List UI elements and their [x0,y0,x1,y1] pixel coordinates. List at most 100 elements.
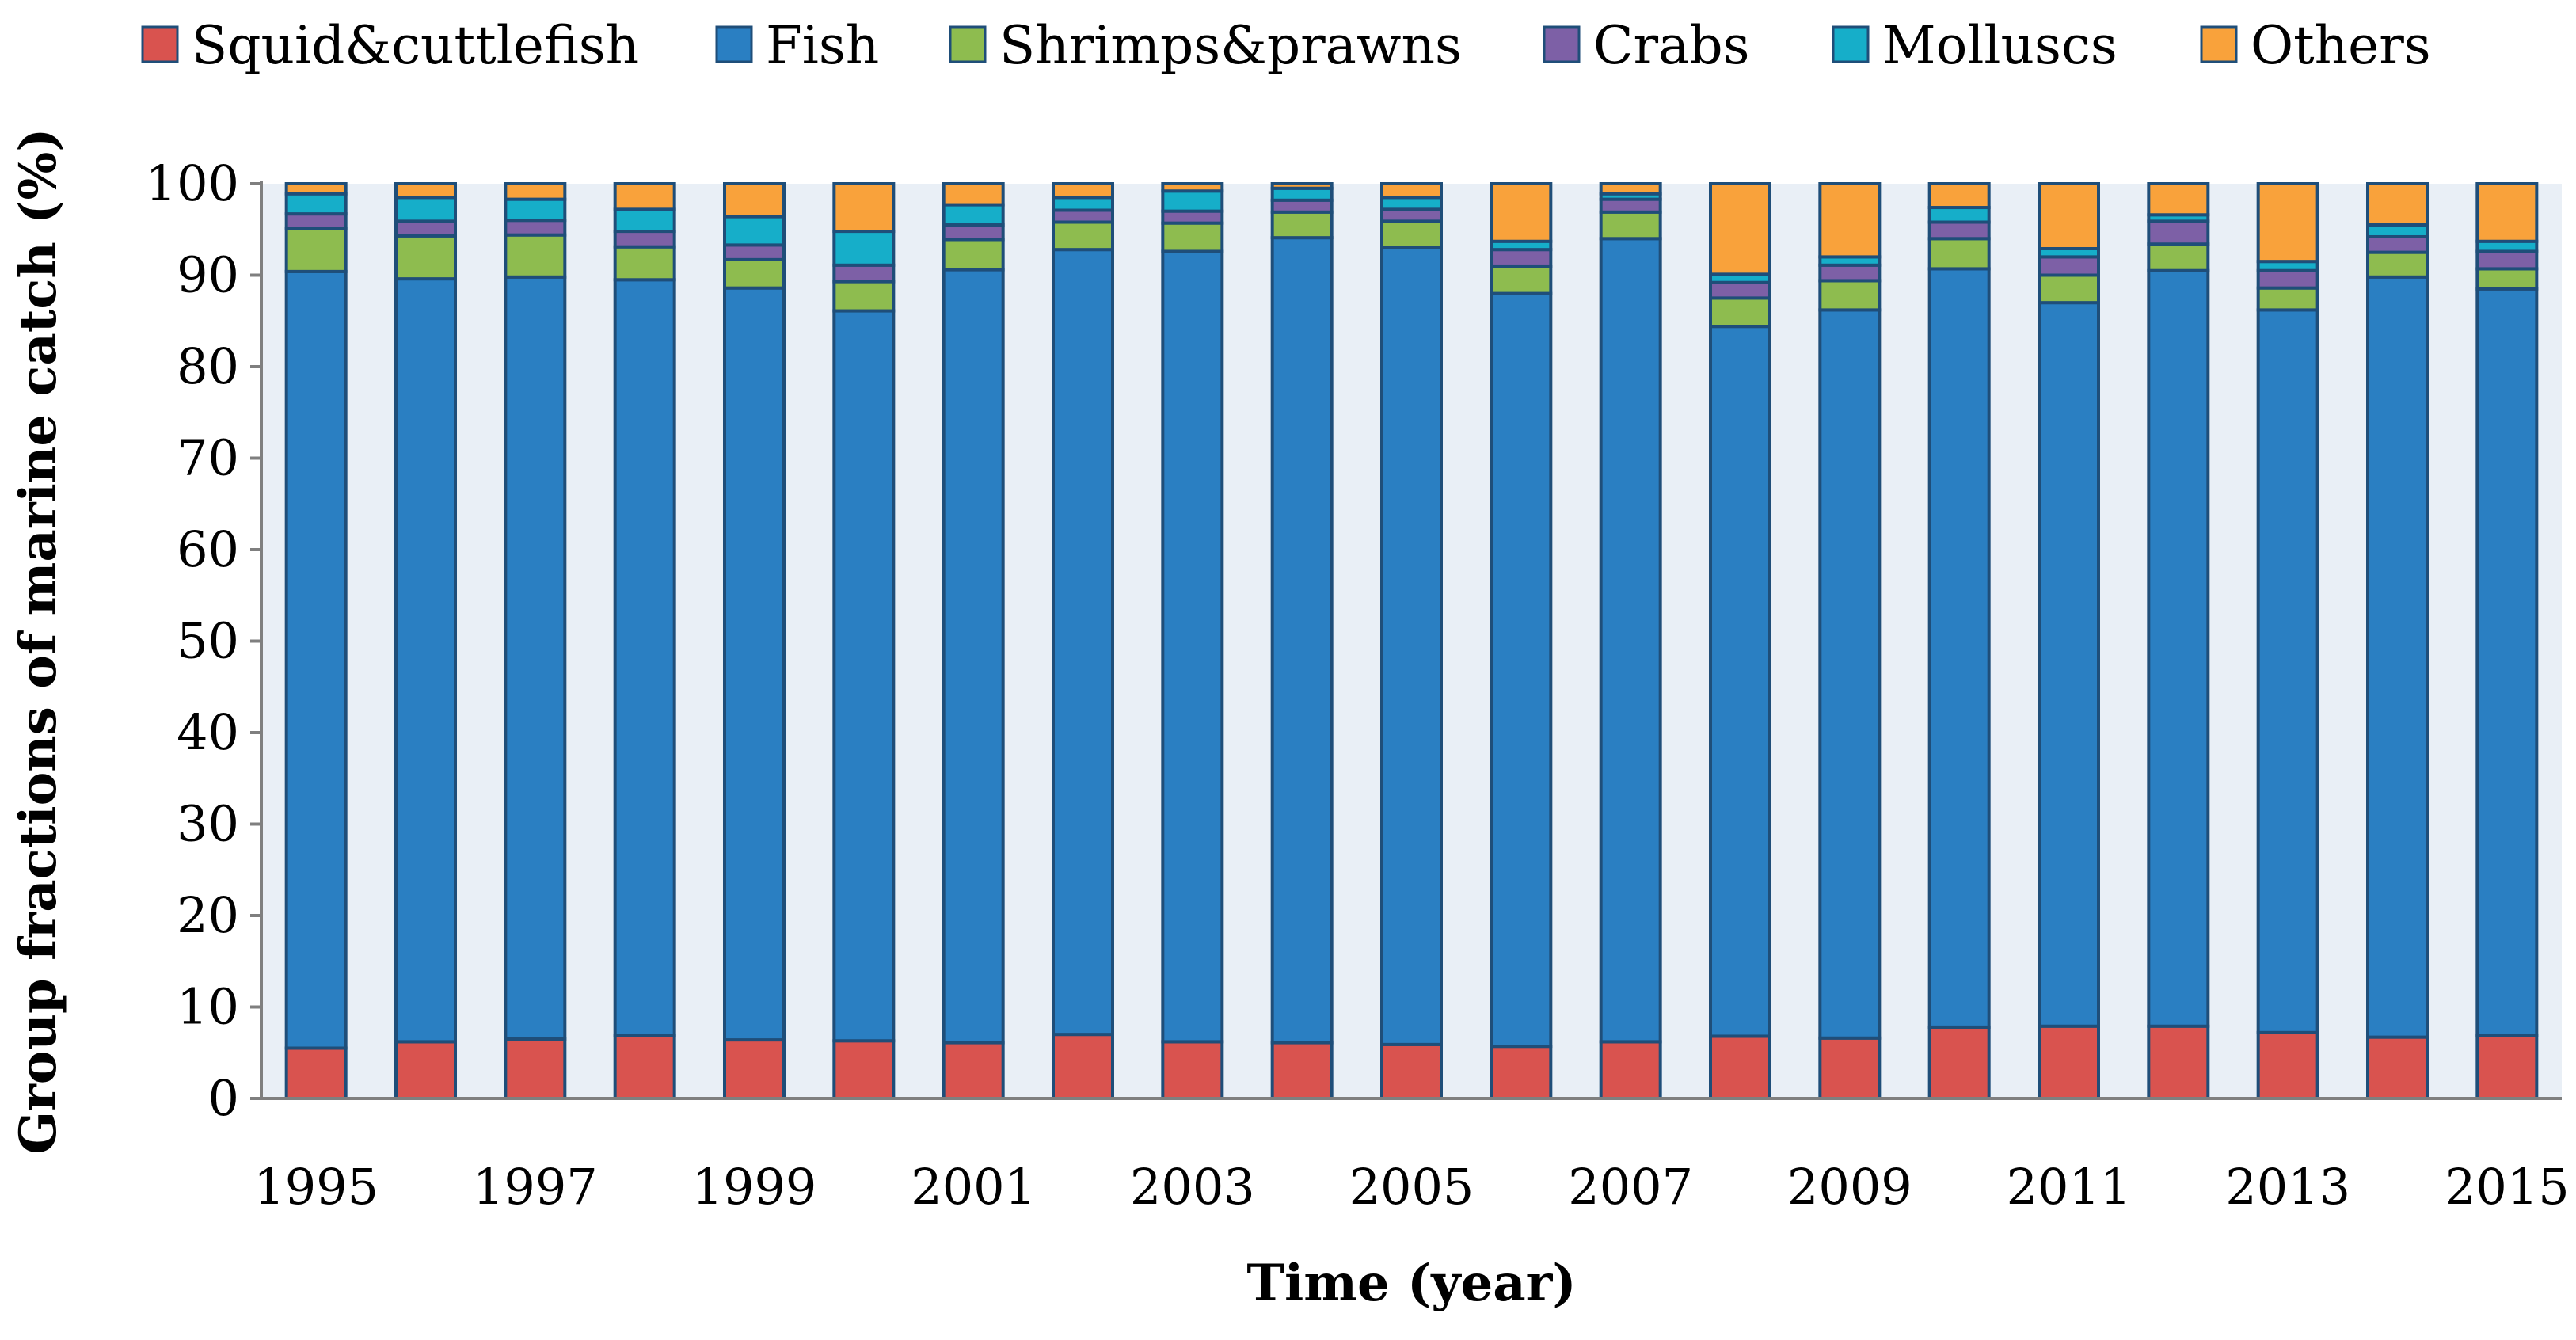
x-tick-label: 2015 [2445,1158,2570,1216]
bar-segment-shrimps-prawns-1997 [504,233,567,279]
bar-segment-crabs-2015 [2475,249,2539,271]
bar-segment-molluscs-1996 [394,196,457,223]
x-tick-label: 2009 [1787,1158,1912,1216]
bar-segment-shrimps-prawns-2010 [1927,237,1991,271]
x-tick-label: 2003 [1130,1158,1255,1216]
bar-segment-fish-2015 [2475,287,2539,1037]
x-tick-label: 1997 [473,1158,598,1216]
bar-segment-shrimps-prawns-2009 [1818,279,1882,312]
bar-segment-squid-cuttlefish-2003 [1161,1040,1224,1101]
bar-segment-squid-cuttlefish-1995 [284,1046,348,1100]
x-tick-label: 1999 [692,1158,817,1216]
bar-segment-crabs-2011 [2038,255,2100,277]
legend-label-shrimps-prawns: Shrimps&prawns [999,15,1462,76]
bar-segment-squid-cuttlefish-2006 [1490,1045,1553,1101]
bar-segment-crabs-2009 [1818,263,1882,283]
bar-segment-shrimps-prawns-2014 [2366,250,2429,279]
bar-segment-squid-cuttlefish-2013 [2256,1030,2319,1100]
legend-swatch-fish [715,25,753,63]
legend-label-squid-cuttlefish: Squid&cuttlefish [192,15,639,76]
bar-segment-squid-cuttlefish-2015 [2475,1034,2539,1101]
bar-segment-molluscs-2003 [1161,189,1224,213]
bar-segment-shrimps-prawns-1996 [394,234,457,281]
bar-segment-fish-2010 [1927,267,1991,1029]
bar-segment-others-1999 [723,182,786,219]
bar-segment-squid-cuttlefish-2004 [1270,1041,1334,1101]
bar-segment-shrimps-prawns-2012 [2147,242,2210,272]
bar-segment-others-2009 [1818,182,1882,259]
bar-segment-others-1995 [284,182,348,196]
bar-segment-squid-cuttlefish-2007 [1599,1040,1662,1101]
bar-segment-shrimps-prawns-2015 [2475,267,2539,291]
y-tick-label: 80 [177,337,239,395]
bar-segment-crabs-2006 [1490,248,1553,268]
bar-segment-fish-1997 [504,275,567,1041]
bar-segment-squid-cuttlefish-2014 [2366,1035,2429,1100]
bar-segment-crabs-1996 [394,219,457,238]
bar-segment-molluscs-2002 [1052,196,1114,212]
bar-segment-shrimps-prawns-2013 [2256,286,2319,312]
bar-segment-crabs-2012 [2147,219,2210,246]
bar-segment-molluscs-1999 [723,215,786,247]
x-tick-label: 2011 [2007,1158,2132,1216]
bar-segment-fish-2001 [942,268,1005,1045]
bar-segment-fish-2002 [1052,248,1114,1037]
bar-segment-molluscs-2014 [2366,223,2429,238]
bar-segment-others-1996 [394,182,457,200]
bar-segment-molluscs-2005 [1380,196,1443,211]
bar-segment-squid-cuttlefish-2012 [2147,1024,2210,1101]
bar-segment-fish-1996 [394,277,457,1044]
bar-segment-fish-2004 [1270,236,1334,1045]
bar-segment-squid-cuttlefish-1997 [504,1037,567,1101]
bar-segment-squid-cuttlefish-2009 [1818,1036,1882,1101]
bar-segment-others-2014 [2366,182,2429,227]
bar-segment-molluscs-1998 [613,207,676,234]
bar-segment-crabs-2005 [1380,207,1443,223]
bar-segment-squid-cuttlefish-2001 [942,1041,1005,1101]
bar-segment-shrimps-prawns-1998 [613,245,676,282]
bar-segment-others-2012 [2147,182,2210,217]
bar-segment-others-2003 [1161,182,1224,193]
bar-segment-fish-2009 [1818,308,1882,1040]
bar-segment-fish-1999 [723,286,786,1042]
bar-segment-crabs-1999 [723,243,786,261]
bar-segment-crabs-2010 [1927,220,1991,241]
bar-segment-crabs-1995 [284,212,348,230]
bar-segment-shrimps-prawns-1999 [723,257,786,290]
bar-segment-others-1998 [613,182,676,211]
bar-segment-shrimps-prawns-2001 [942,238,1005,272]
bar-segment-shrimps-prawns-1995 [284,227,348,273]
bar-segment-crabs-2002 [1052,208,1114,224]
bar-segment-crabs-2000 [832,263,896,284]
bar-segment-shrimps-prawns-2008 [1709,296,1771,329]
bar-segment-shrimps-prawns-2002 [1052,220,1114,252]
y-tick-label: 0 [208,1069,239,1127]
bar-segment-shrimps-prawns-2003 [1161,221,1224,253]
y-tick-label: 30 [177,795,239,853]
bar-segment-others-2010 [1927,182,1991,210]
bar-segment-fish-2006 [1490,291,1553,1049]
y-axis-title: Group fractions of marine catch (%) [9,128,68,1154]
bar-segment-others-2006 [1490,182,1553,243]
legend-swatch-shrimps-prawns [949,25,987,63]
bar-segment-others-1997 [504,182,567,201]
bar-segment-squid-cuttlefish-2000 [832,1039,896,1100]
bar-segment-fish-2008 [1709,325,1771,1038]
bar-segment-shrimps-prawns-2004 [1270,210,1334,240]
bar-segment-shrimps-prawns-2007 [1599,210,1662,241]
y-tick-label: 90 [177,246,239,304]
bar-segment-fish-2000 [832,309,896,1043]
axes-group: 0 10 20 30 40 50 60 70 80 90 100 1995 1997 1999 2001 20… [146,154,2570,1216]
y-tick-label: 40 [177,703,239,761]
bar-segment-others-2001 [942,182,1005,207]
legend-label-crabs: Crabs [1593,15,1750,76]
x-tick-label: 2005 [1349,1158,1474,1216]
bar-segment-others-2015 [2475,182,2539,243]
bar-segment-squid-cuttlefish-1999 [723,1038,786,1100]
bar-segment-fish-1995 [284,269,348,1050]
y-tick-label: 50 [177,612,239,670]
bar-segment-fish-2011 [2038,301,2100,1028]
legend: Squid&cuttlefish Fish Shrimps&prawns Crabs M… [141,15,2431,76]
bar-segment-fish-1998 [613,278,676,1037]
